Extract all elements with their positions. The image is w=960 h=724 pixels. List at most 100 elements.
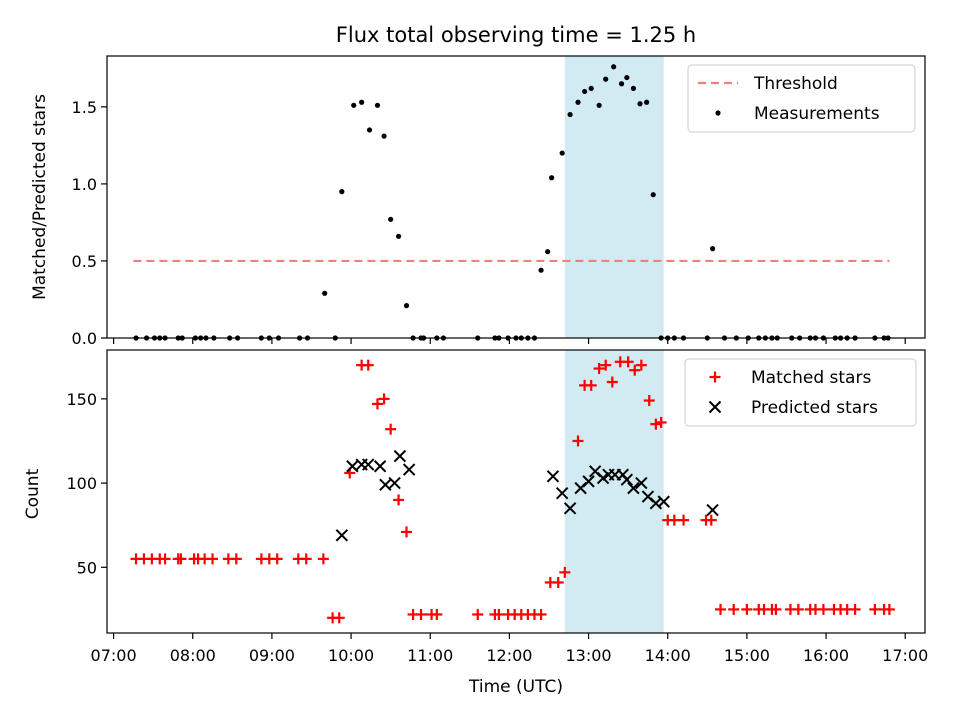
measurementspoint — [366, 127, 373, 133]
measurementspoint — [162, 335, 168, 341]
measurementspoint — [852, 335, 858, 341]
matched-starspoint — [371, 398, 383, 410]
legend-swatch-measurements — [715, 110, 721, 116]
measurementspoint — [881, 335, 887, 341]
matched-starspoint — [572, 435, 584, 447]
measurementspoint — [374, 102, 381, 108]
measurementspoint — [492, 335, 498, 341]
predicted-starspoint — [706, 503, 719, 517]
measurementspoint — [332, 335, 338, 341]
measurementspoint — [505, 335, 511, 341]
measurementspoint — [837, 335, 844, 341]
x-tick-label: 07:00 — [91, 646, 137, 665]
measurementspoint — [680, 335, 687, 341]
x-tick-label: 14:00 — [645, 646, 691, 665]
matched-starspoint — [333, 612, 345, 624]
matched-starspoint — [650, 418, 662, 430]
measurementspoint — [756, 335, 762, 341]
measurementspoint — [807, 335, 813, 341]
predicted-starspoint — [657, 495, 670, 508]
matched-starspoint — [207, 553, 219, 565]
matched-starspoint — [400, 526, 412, 538]
x-tick-label: 13:00 — [566, 646, 612, 665]
y-tick-label-ratio: 0.5 — [72, 252, 97, 271]
predicted-starspoint — [620, 473, 634, 486]
measurementspoint — [644, 99, 650, 105]
measurementspoint — [304, 335, 311, 341]
measurementspoint — [179, 335, 185, 341]
measurementspoint — [630, 85, 637, 91]
measurementspoint — [885, 335, 891, 341]
measurementspoint — [658, 335, 664, 341]
measurementspoint — [266, 335, 272, 341]
measurementspoint — [567, 111, 573, 118]
measurementspoint — [820, 335, 827, 341]
x-tick-label: 08:00 — [170, 646, 216, 665]
measurementspoint — [518, 335, 524, 341]
matched-starspoint — [415, 608, 427, 620]
measurementspoint — [721, 335, 728, 341]
matched-starspoint — [300, 553, 312, 565]
matched-starspoint — [883, 603, 895, 615]
legend-label: Matched stars — [751, 368, 871, 388]
measurementspoint — [618, 81, 625, 87]
x-tick-label: 09:00 — [249, 646, 295, 665]
matched-starspoint — [728, 603, 740, 615]
x-tick-label: 16:00 — [803, 646, 849, 665]
matched-starspoint — [600, 359, 612, 371]
x-tick-label: 17:00 — [882, 646, 928, 665]
x-tick-label: 12:00 — [486, 646, 532, 665]
measurementspoint — [403, 303, 410, 309]
measurementspoint — [709, 246, 716, 252]
predicted-starspoint — [546, 470, 560, 483]
measurementspoint — [297, 335, 303, 341]
measurementspoint — [832, 335, 838, 341]
measurementspoint — [603, 76, 609, 82]
measurementspoint — [275, 335, 282, 341]
measurementspoint — [227, 335, 233, 341]
measurementspoint — [203, 335, 209, 341]
measurementspoint — [175, 335, 181, 341]
measurementspoint — [496, 335, 502, 341]
x-tick-label: 10:00 — [328, 646, 374, 665]
matched-starspoint — [792, 603, 804, 615]
measurementspoint — [624, 74, 630, 81]
y-tick-label-counts: 100 — [66, 474, 97, 493]
measurementspoint — [388, 216, 394, 222]
matched-starspoint — [770, 603, 782, 615]
matched-starspoint — [817, 603, 829, 615]
measurementspoint — [211, 335, 217, 341]
measurementspoint — [789, 335, 795, 341]
matched-starspoint — [393, 494, 405, 506]
measurementspoint — [704, 335, 710, 341]
matched-starspoint — [535, 608, 547, 620]
y-tick-label-counts: 150 — [66, 390, 97, 409]
matched-starspoint — [559, 566, 571, 578]
observing-span-ratio — [564, 56, 664, 338]
measurementspoint — [143, 335, 150, 341]
matched-starspoint — [629, 364, 641, 376]
matched-starspoint — [472, 608, 484, 620]
axes-frame-counts — [106, 349, 926, 634]
predicted-starspoint — [373, 460, 387, 473]
measurementspoint — [774, 335, 780, 341]
measurementspoint — [351, 102, 357, 108]
measurementspoint — [559, 150, 565, 156]
measurementspoint — [235, 335, 241, 341]
legend-label: Threshold — [753, 74, 838, 94]
measurementspoint — [192, 335, 198, 341]
measurementspoint — [671, 335, 677, 341]
y-axis-label-top: Matched/Predicted stars — [30, 94, 50, 300]
y-tick-label-ratio: 0.0 — [72, 329, 97, 348]
matched-starspoint — [635, 359, 647, 371]
y-tick-label-ratio: 1.5 — [72, 98, 97, 117]
measurementspoint — [434, 335, 440, 341]
measurementspoint — [797, 335, 803, 341]
measurementspoint — [395, 233, 402, 239]
measurementspoint — [582, 88, 588, 95]
matched-starspoint — [869, 603, 881, 615]
chart-title: Flux total observing time = 1.25 h — [336, 23, 696, 47]
matched-starspoint — [552, 576, 564, 588]
matched-starspoint — [668, 514, 680, 526]
measurementspoint — [475, 335, 481, 341]
